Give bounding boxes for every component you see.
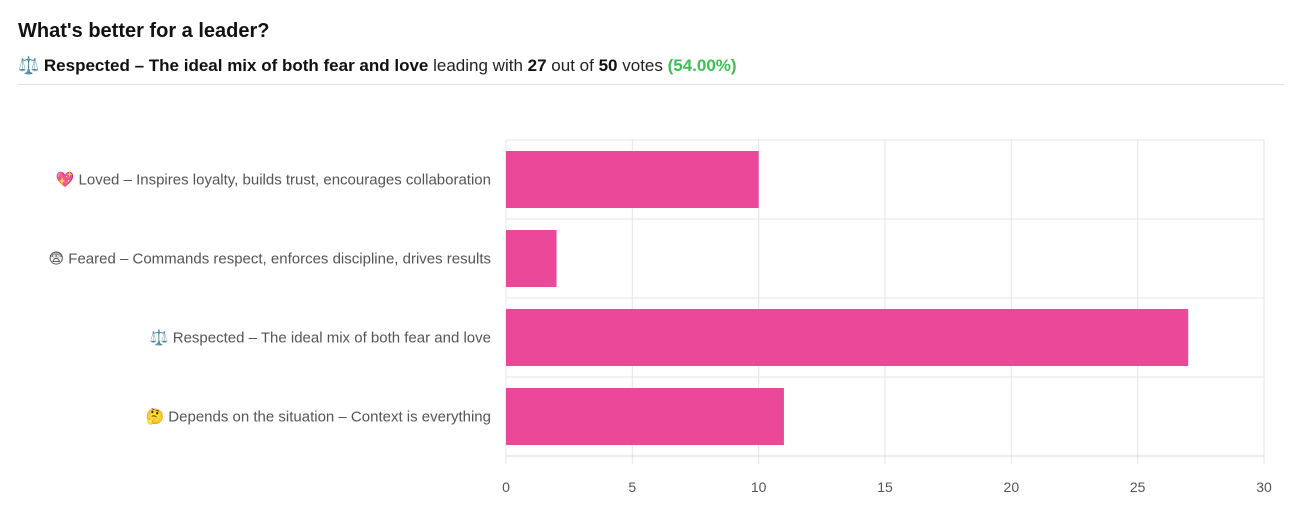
category-label: 😨 Feared – Commands respect, enforces di… — [49, 251, 492, 268]
bar — [506, 388, 784, 445]
scales-icon: ⚖️ — [18, 56, 40, 75]
x-tick-label: 20 — [1004, 479, 1020, 495]
leader-percentage: (54.00%) — [667, 56, 737, 75]
header-divider — [18, 84, 1284, 85]
x-tick-label: 30 — [1256, 479, 1272, 495]
bar — [506, 309, 1189, 366]
category-label: 🤔 Depends on the situation – Context is … — [145, 408, 491, 426]
bar — [506, 230, 557, 287]
chart-category-labels: 💖 Loved – Inspires loyalty, builds trust… — [49, 171, 492, 426]
total-vote-count: 50 — [598, 56, 618, 75]
poll-header: What's better for a leader? ⚖️ Respected… — [18, 18, 1284, 78]
chart-tick-labels: 0 5 10 15 20 25 30 — [502, 479, 1272, 495]
category-label: ⚖️ Respected – The ideal mix of both fea… — [150, 329, 491, 347]
bar — [506, 151, 759, 208]
x-tick-label: 25 — [1130, 479, 1146, 495]
leader-vote-count: 27 — [527, 56, 547, 75]
poll-title: What's better for a leader? — [18, 20, 270, 42]
x-tick-label: 15 — [877, 479, 893, 495]
x-tick-label: 0 — [502, 479, 510, 495]
chart-bars — [506, 151, 1189, 445]
leading-with-text: leading with — [433, 56, 523, 75]
poll-summary: ⚖️ Respected – The ideal mix of both fea… — [18, 54, 1284, 78]
x-tick-label: 5 — [628, 479, 636, 495]
category-label: 💖 Loved – Inspires loyalty, builds trust… — [56, 171, 491, 189]
x-tick-label: 10 — [751, 479, 767, 495]
leading-option-label: Respected – The ideal mix of both fear a… — [43, 56, 429, 75]
out-of-text: out of — [551, 56, 594, 75]
votes-text: votes — [622, 56, 663, 75]
